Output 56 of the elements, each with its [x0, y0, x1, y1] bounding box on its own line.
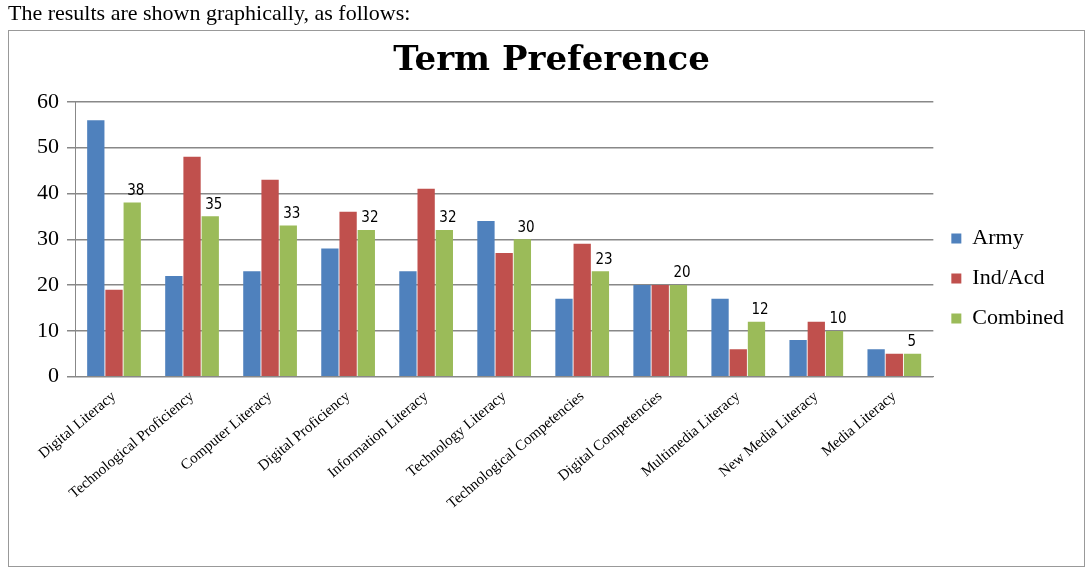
bar	[903, 353, 922, 376]
y-tick-label: 0	[48, 362, 59, 388]
bar	[357, 230, 375, 376]
bar	[867, 349, 885, 376]
text: The results are shown graphically, as follows:	[7, 0, 412, 27]
bar	[573, 243, 591, 376]
data-label: 35	[205, 194, 223, 213]
y-tick-label: 20	[37, 270, 59, 296]
bar	[651, 285, 669, 376]
bar	[825, 330, 844, 376]
bar	[183, 156, 201, 376]
data-label: 32	[361, 208, 379, 227]
bar	[729, 349, 747, 376]
bar	[123, 202, 141, 376]
y-tick-label: 10	[37, 316, 59, 342]
bar	[711, 298, 729, 376]
bar	[399, 271, 417, 376]
y-tick-label: 50	[37, 133, 59, 159]
bar	[495, 253, 513, 376]
y-tick-label: 40	[37, 179, 59, 205]
bar	[243, 271, 261, 376]
bar	[87, 120, 105, 376]
data-label: 33	[283, 203, 301, 222]
data-label: 30	[517, 217, 535, 236]
bar	[417, 188, 435, 376]
bar	[789, 340, 807, 376]
bar	[591, 271, 610, 376]
legend-label: Ind/Acd	[972, 264, 1045, 290]
data-label: 10	[829, 309, 847, 328]
data-label: 5	[907, 332, 917, 351]
bar	[435, 230, 453, 376]
y-tick-label: 30	[37, 225, 59, 251]
y-tick-label: 60	[37, 87, 59, 113]
data-label: 23	[595, 249, 613, 268]
bar	[747, 321, 766, 376]
bar	[477, 220, 495, 376]
data-label: 20	[673, 263, 691, 282]
data-label: 32	[439, 208, 457, 227]
bar	[201, 216, 219, 376]
bar	[513, 239, 532, 376]
bar	[321, 248, 339, 376]
bar	[165, 275, 183, 376]
legend-label: Combined	[972, 304, 1065, 330]
bar	[669, 285, 688, 376]
bar	[807, 321, 825, 376]
bar	[885, 353, 903, 376]
data-label: 12	[751, 300, 769, 319]
chart-title: Term Preference	[393, 38, 710, 79]
bar	[261, 179, 279, 376]
bar	[555, 298, 573, 376]
legend-label: Army	[972, 224, 1024, 250]
bar	[633, 285, 651, 376]
bar	[279, 225, 297, 376]
bar	[105, 289, 123, 376]
data-label: 38	[127, 180, 145, 199]
bar	[339, 211, 357, 376]
